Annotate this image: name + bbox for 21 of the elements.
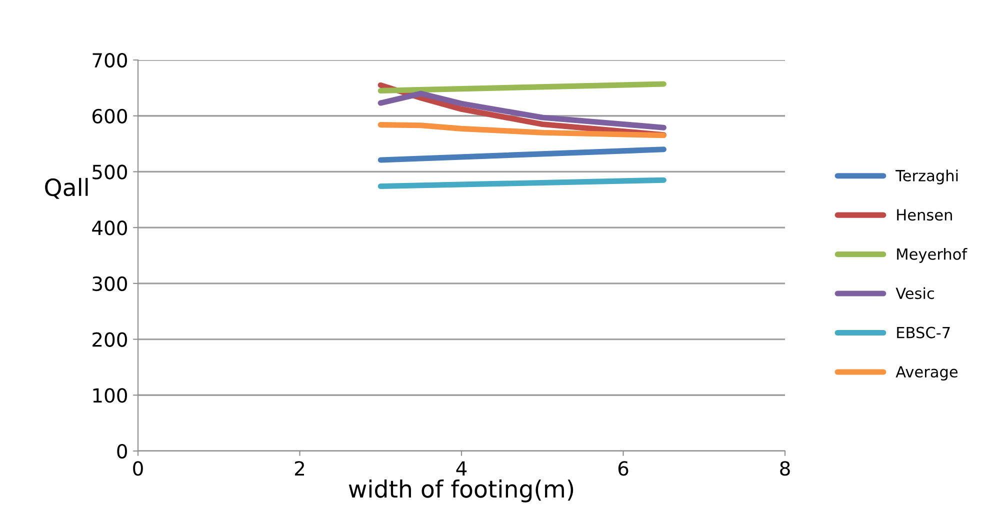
- x-tick-label: 4: [456, 461, 467, 476]
- x-axis-title: width of footing(m): [348, 480, 574, 502]
- x-tick-label: 0: [133, 461, 143, 476]
- y-tick-label: 600: [92, 108, 127, 124]
- legend-label: Average: [896, 366, 958, 381]
- x-tick-label: 2: [294, 461, 304, 476]
- y-tick-label: 500: [92, 164, 127, 180]
- legend-label: Meyerhof: [897, 248, 968, 263]
- y-tick-label: 400: [92, 220, 127, 236]
- legend-label: EBSC-7: [897, 326, 950, 338]
- x-tick-label: 8: [780, 461, 790, 476]
- legend-label: Vesic: [896, 287, 934, 300]
- x-tick-label: 6: [618, 461, 628, 476]
- y-tick-label: 200: [92, 332, 127, 347]
- legend-label: Hensen: [897, 209, 952, 221]
- y-axis-title: Qall: [45, 178, 88, 199]
- y-tick-label: 100: [93, 388, 127, 403]
- y-tick-label: 300: [92, 276, 127, 292]
- y-tick-label: 700: [92, 52, 127, 68]
- legend-label: Terzaghi: [896, 170, 958, 184]
- y-tick-label: 0: [117, 444, 127, 459]
